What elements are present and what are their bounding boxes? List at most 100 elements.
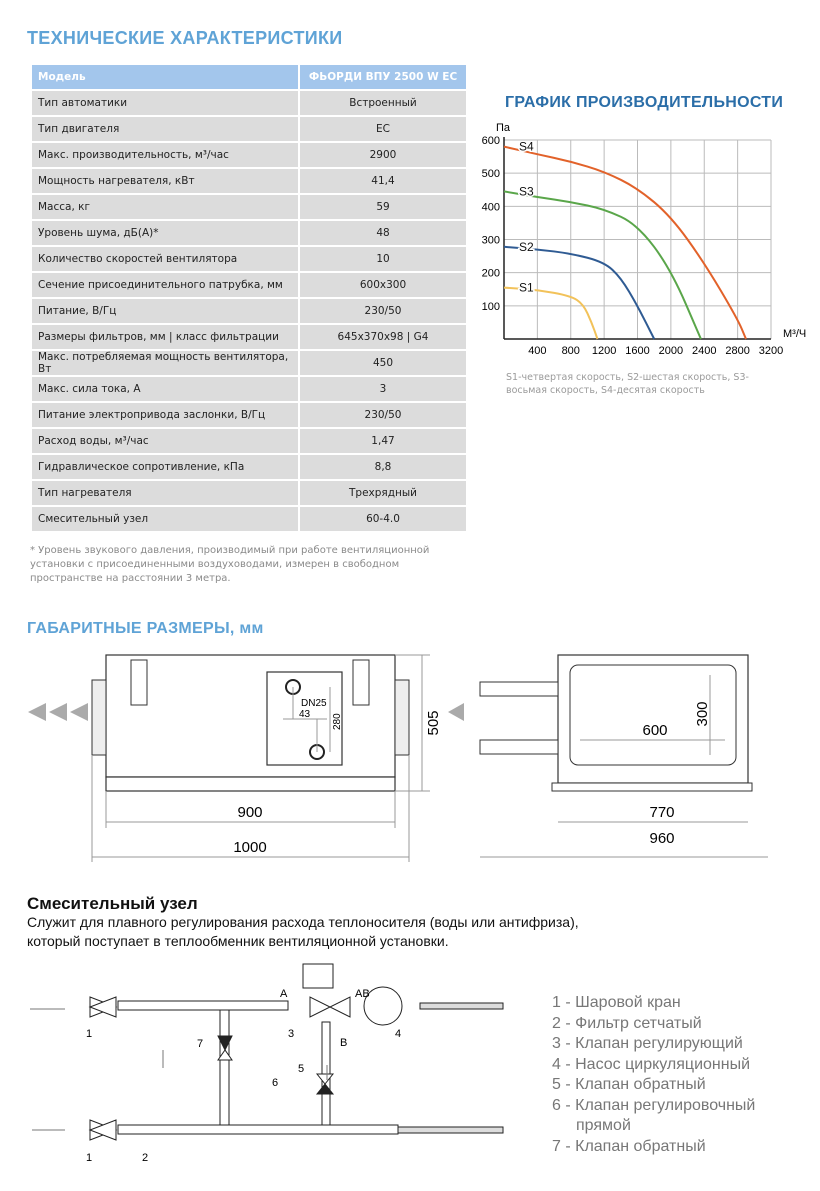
- spec-value: Встроенный: [298, 89, 468, 117]
- spec-label: Питание, В/Гц: [30, 297, 300, 325]
- duct-height-label: 300: [694, 701, 711, 726]
- duct-width-label: 600: [642, 722, 667, 739]
- spec-row: Мощность нагревателя, кВт 41,4: [30, 167, 468, 195]
- callout-7: 7: [197, 1038, 203, 1050]
- airflow-arrows-out: [28, 703, 88, 721]
- spec-value: 230/50: [298, 401, 468, 429]
- width-1000-label: 1000: [233, 839, 266, 856]
- series-line-s2: [503, 245, 656, 340]
- chart-title: ГРАФИК ПРОИЗВОДИТЕЛЬНОСТИ: [505, 94, 784, 111]
- spec-label: Масса, кг: [30, 193, 300, 221]
- unit-body: [105, 654, 396, 778]
- spec-label: Питание электропривода заслонки, В/Гц: [30, 401, 300, 429]
- pipe-bottom: [479, 739, 559, 755]
- port-ab-label: AB: [355, 988, 370, 1000]
- callout-6: 6: [272, 1077, 278, 1089]
- legend-item-continued: прямой: [576, 1117, 631, 1134]
- y-tick-label: 300: [482, 235, 500, 247]
- spec-label: Количество скоростей вентилятора: [30, 245, 300, 273]
- spec-value: 60-4.0: [298, 505, 468, 533]
- flange-left: [91, 679, 107, 756]
- spec-row: Масса, кг 59: [30, 193, 468, 221]
- spec-footnote: * Уровень звукового давления, производим…: [30, 545, 430, 584]
- callout-1-top: 1: [86, 1028, 92, 1040]
- series-label-s4: S4: [519, 140, 534, 154]
- spec-row: Количество скоростей вентилятора 10: [30, 245, 468, 273]
- y-tick-label: 200: [482, 268, 500, 280]
- spec-label: Расход воды, м³/час: [30, 427, 300, 455]
- mount-bracket-left: [130, 659, 148, 706]
- side-width-960-label: 960: [649, 830, 674, 847]
- x-tick-label: 2400: [692, 345, 716, 357]
- spec-row: Макс. производительность, м³/час 2900: [30, 141, 468, 169]
- legend-item: 2 - Фильтр сетчатый: [552, 1014, 702, 1032]
- callout-3: 3: [288, 1028, 294, 1040]
- mixing-title: Смесительный узел: [27, 894, 198, 913]
- x-tick-label: 2000: [659, 345, 683, 357]
- x-tick-label: 2800: [725, 345, 749, 357]
- spec-value: 645x370x98 | G4: [298, 323, 468, 351]
- series-label-s1: S1: [519, 281, 534, 295]
- spec-label: Гидравлическое сопротивление, кПа: [30, 453, 300, 481]
- spec-row: Питание электропривода заслонки, В/Гц 230…: [30, 401, 468, 429]
- port-a-label: A: [280, 988, 288, 1000]
- y-tick-label: 400: [482, 201, 500, 213]
- x-tick-label: 1600: [625, 345, 649, 357]
- series-label-s2: S2: [519, 240, 534, 254]
- spec-header-row: Модель ФЬОРДИ ВПУ 2500 W EC: [30, 63, 468, 91]
- legend-item: 5 - Клапан обратный: [552, 1076, 706, 1093]
- mount-bracket-right: [352, 659, 370, 706]
- spec-row: Тип нагревателя Трехрядный: [30, 479, 468, 507]
- pump: [363, 986, 403, 1026]
- spec-value: 1,47: [298, 427, 468, 455]
- width-900-label: 900: [237, 804, 262, 821]
- spec-value: 450: [298, 349, 468, 377]
- legend-item: 6 - Клапан регулировочный: [552, 1096, 756, 1114]
- spec-header-label: Модель: [30, 63, 300, 91]
- spec-value: Трехрядный: [298, 479, 468, 507]
- spec-label: Мощность нагревателя, кВт: [30, 167, 300, 195]
- pipe-dn-label: DN25: [301, 698, 327, 709]
- pipe-spacing-label: 280: [332, 713, 343, 730]
- port-b-label: B: [340, 1037, 347, 1049]
- legend-item: 1 - Шаровой кран: [552, 994, 681, 1011]
- legend-item: 4 - Насос циркуляционный: [552, 1055, 751, 1073]
- spec-row: Размеры фильтров, мм | класс фильтрации 6…: [30, 323, 468, 351]
- spec-value: 3: [298, 375, 468, 403]
- spec-label: Макс. сила тока, А: [30, 375, 300, 403]
- chart-note: S1-четвертая скорость, S2-шестая скорост…: [506, 372, 749, 396]
- callout-2: 2: [142, 1152, 148, 1164]
- spec-table: Модель ФЬОРДИ ВПУ 2500 W EC Тип автомати…: [30, 63, 468, 533]
- mixing-legend: 1 - Шаровой кран 2 - Фильтр сетчатый 3 -…: [552, 993, 755, 1157]
- spec-row: Смесительный узел 60-4.0: [30, 505, 468, 533]
- actuator: [302, 963, 334, 989]
- spec-label: Макс. производительность, м³/час: [30, 141, 300, 169]
- specs-title: ТЕХНИЧЕСКИЕ ХАРАКТЕРИСТИКИ: [27, 28, 343, 48]
- spec-row: Уровень шума, дБ(А)* 48: [30, 219, 468, 247]
- legend-item: 3 - Клапан регулирующий: [552, 1035, 743, 1052]
- y-tick-label: 100: [482, 301, 500, 313]
- series-label-s3: S3: [519, 184, 534, 198]
- duct-opening: [569, 664, 737, 766]
- spec-row: Сечение присоединительного патрубка, мм 6…: [30, 271, 468, 299]
- x-tick-label: 3200: [759, 345, 783, 357]
- mixing-unit-diagram: A AB B 1 1 2 3 4 5 6 7: [30, 963, 504, 1164]
- spec-label: Тип двигателя: [30, 115, 300, 143]
- legend-item: 7 - Клапан обратный: [552, 1137, 706, 1155]
- spec-value: 10: [298, 245, 468, 273]
- callout-5: 5: [298, 1063, 304, 1075]
- spec-value: 2900: [298, 141, 468, 169]
- spec-value: 41,4: [298, 167, 468, 195]
- x-tick-label: 400: [528, 345, 546, 357]
- spec-row: Тип автоматики Встроенный: [30, 89, 468, 117]
- spec-label: Уровень шума, дБ(А)*: [30, 219, 300, 247]
- spec-label: Тип автоматики: [30, 89, 300, 117]
- spec-row: Тип двигателя EC: [30, 115, 468, 143]
- spec-row: Макс. потребляемая мощность вентилятора,…: [30, 349, 468, 377]
- spec-label: Макс. потребляемая мощность вентилятора,…: [30, 349, 300, 377]
- front-view-drawing: DN25 43 280 900 1000 505: [28, 654, 464, 862]
- performance-chart: 400 800 1200 1600 2000 2400 2800 3200 100 200 300 4…: [482, 122, 807, 357]
- spec-label: Тип нагревателя: [30, 479, 300, 507]
- spec-header-value: ФЬОРДИ ВПУ 2500 W EC: [298, 63, 468, 91]
